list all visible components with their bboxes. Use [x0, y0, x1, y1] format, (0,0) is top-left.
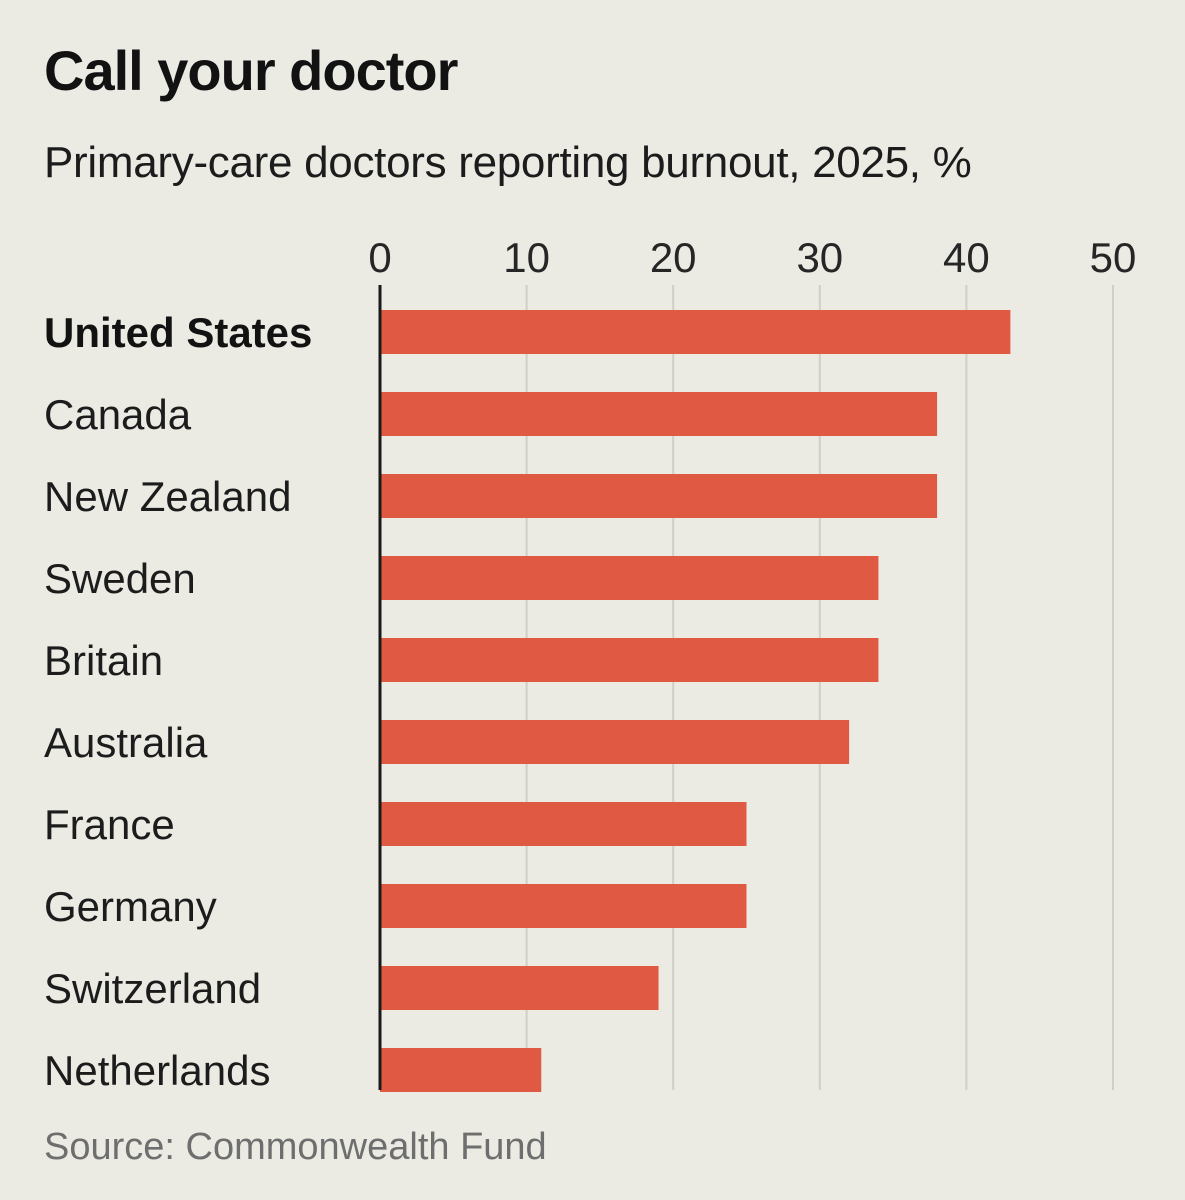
bar — [380, 884, 747, 928]
category-label: United States — [44, 309, 312, 356]
category-label: France — [44, 801, 175, 848]
x-tick-label: 20 — [650, 234, 697, 281]
bar — [380, 474, 938, 518]
bar — [380, 638, 879, 682]
category-label: Germany — [44, 883, 217, 930]
category-label: Sweden — [44, 555, 196, 602]
chart-title: Call your doctor — [44, 39, 458, 102]
source-note: Source: Commonwealth Fund — [44, 1126, 547, 1168]
category-label: Britain — [44, 637, 163, 684]
x-tick-label: 0 — [368, 234, 391, 281]
bar — [380, 720, 850, 764]
category-label: Canada — [44, 391, 192, 438]
bars — [380, 310, 1011, 1092]
bar — [380, 392, 938, 436]
bar — [380, 1048, 542, 1092]
bar — [380, 802, 747, 846]
x-tick-label: 30 — [796, 234, 843, 281]
category-label: Netherlands — [44, 1047, 270, 1094]
category-labels: United States Canada New Zealand Sweden Brit… — [44, 309, 312, 1094]
category-label: Australia — [44, 719, 208, 766]
bar — [380, 310, 1011, 354]
x-tick-label: 10 — [503, 234, 550, 281]
bar — [380, 966, 659, 1010]
category-label: New Zealand — [44, 473, 291, 520]
x-tick-label: 40 — [943, 234, 990, 281]
category-label: Switzerland — [44, 965, 261, 1012]
x-tick-label: 50 — [1090, 234, 1137, 281]
chart-subtitle: Primary-care doctors reporting burnout, … — [44, 138, 972, 187]
x-axis-ticks: 0 10 20 30 40 50 — [368, 234, 1136, 281]
bar — [380, 556, 879, 600]
